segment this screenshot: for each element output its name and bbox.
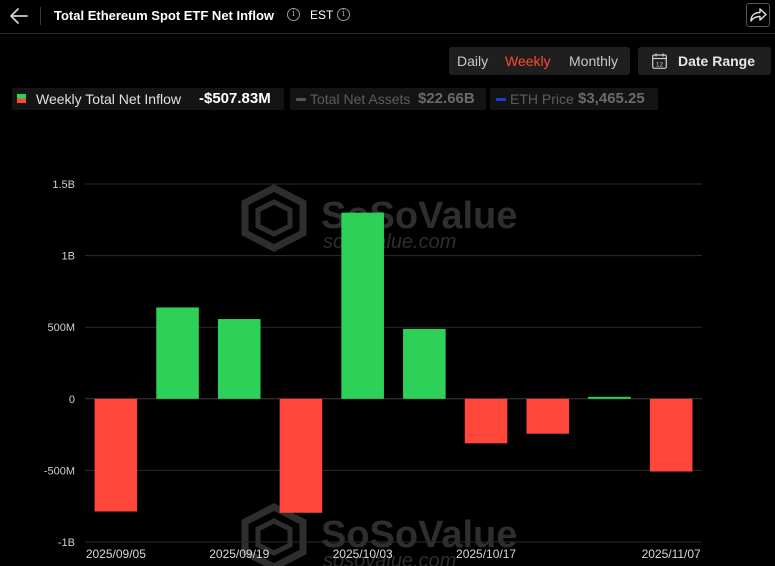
bar-2025-09-19[interactable] bbox=[217, 319, 261, 399]
legend-label: Total Net Assets bbox=[310, 91, 411, 107]
bar-2025-09-05[interactable] bbox=[94, 398, 138, 512]
period-weekly-tab[interactable]: Weekly bbox=[505, 53, 551, 69]
watermark-logo-inner bbox=[255, 199, 293, 237]
period-monthly-tab[interactable]: Monthly bbox=[569, 53, 619, 69]
y-axis-labels: 1.5B 1B 500M 0 -500M -1B bbox=[44, 179, 75, 549]
bar-2025-09-12[interactable] bbox=[156, 307, 199, 399]
bar-2025-10-31[interactable] bbox=[588, 396, 631, 399]
watermark-logo-inner bbox=[255, 518, 293, 556]
divider bbox=[40, 7, 41, 25]
y-tick-label: 1B bbox=[62, 251, 75, 263]
watermark-brand: SoSoValue bbox=[321, 514, 517, 556]
timezone-label: EST bbox=[310, 8, 334, 22]
date-range-label: Date Range bbox=[678, 53, 756, 69]
x-axis-labels: 2025/09/05 2025/09/19 2025/10/03 2025/10/17… bbox=[86, 547, 701, 561]
x-tick-label: 2025/10/17 bbox=[456, 547, 516, 561]
info-icon[interactable]: i bbox=[287, 8, 300, 21]
svg-text:12: 12 bbox=[656, 61, 664, 68]
bar-2025-10-24[interactable] bbox=[526, 398, 570, 434]
x-tick-label: 2025/10/03 bbox=[333, 547, 393, 561]
legend-total-net-assets[interactable]: Total Net Assets $22.66B bbox=[290, 88, 486, 110]
legend-value: $3,465.25 bbox=[578, 90, 645, 107]
x-tick-label: 2025/09/05 bbox=[86, 547, 146, 561]
top-bar: Total Ethereum Spot ETF Net Inflow i EST… bbox=[0, 0, 775, 34]
bar-2025-11-07[interactable] bbox=[649, 398, 693, 472]
legend-weekly-net-inflow[interactable]: Weekly Total Net Inflow -$507.83M bbox=[12, 88, 284, 110]
y-tick-label: -500M bbox=[44, 465, 75, 477]
share-button[interactable] bbox=[746, 3, 770, 27]
legend-label: Weekly Total Net Inflow bbox=[36, 91, 181, 107]
legend-value: $22.66B bbox=[418, 90, 475, 107]
period-daily-tab[interactable]: Daily bbox=[457, 53, 489, 69]
legend-swatch bbox=[296, 98, 306, 101]
bars bbox=[94, 212, 693, 513]
legend-swatch bbox=[496, 98, 506, 101]
y-tick-label: 0 bbox=[69, 394, 75, 406]
share-icon bbox=[750, 8, 767, 22]
legend-label: ETH Price bbox=[510, 91, 574, 107]
x-tick-label: 2025/09/19 bbox=[209, 547, 269, 561]
bar-2025-10-03[interactable] bbox=[341, 212, 384, 399]
y-tick-label: -1B bbox=[58, 537, 75, 549]
period-toggle: Daily Weekly Monthly bbox=[449, 47, 630, 75]
x-tick-label: 2025/11/07 bbox=[642, 547, 701, 561]
legend-value: -$507.83M bbox=[199, 90, 271, 107]
y-tick-label: 500M bbox=[47, 322, 75, 334]
date-range-button[interactable]: 12 Date Range bbox=[638, 47, 771, 75]
watermark-logo-icon bbox=[241, 503, 307, 566]
legend-eth-price[interactable]: ETH Price $3,465.25 bbox=[490, 88, 658, 110]
timezone-info-icon[interactable]: i bbox=[337, 8, 350, 21]
legend-swatch-up-down bbox=[17, 94, 26, 103]
bar-2025-10-17[interactable] bbox=[464, 398, 508, 444]
bar-2025-09-26[interactable] bbox=[279, 398, 323, 513]
page-title: Total Ethereum Spot ETF Net Inflow bbox=[54, 8, 275, 23]
watermark-logo-icon bbox=[241, 184, 307, 252]
back-arrow-icon[interactable] bbox=[8, 6, 30, 26]
bar-2025-10-10[interactable] bbox=[403, 328, 446, 399]
y-tick-label: 1.5B bbox=[52, 179, 75, 191]
calendar-icon: 12 bbox=[652, 53, 667, 69]
watermark-url: sosovalue.com bbox=[323, 550, 456, 566]
